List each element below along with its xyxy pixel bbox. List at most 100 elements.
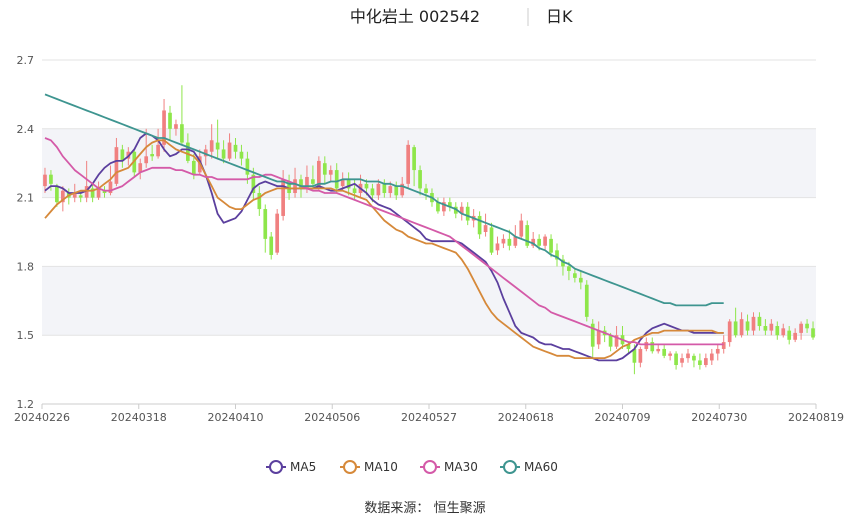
candle: [328, 165, 333, 182]
candle-body: [239, 151, 244, 159]
candle-body: [144, 156, 149, 164]
candle-body: [221, 149, 226, 159]
candle: [543, 234, 547, 251]
candle: [436, 197, 440, 214]
y-tick-label: 1.5: [17, 329, 35, 342]
y-tick-label: 1.2: [17, 398, 35, 411]
candle-body: [632, 348, 637, 363]
candle: [781, 323, 786, 338]
candle-body: [513, 236, 518, 246]
data-source-label: 数据来源：: [364, 501, 430, 516]
x-tick-label: 20240527: [401, 411, 457, 424]
candle: [239, 144, 244, 166]
candle-body: [680, 358, 684, 363]
candle-body: [269, 236, 274, 255]
candle-body: [727, 321, 732, 343]
legend-marker: [269, 460, 283, 474]
candle-body: [704, 358, 708, 366]
candle: [596, 321, 601, 349]
candle-body: [650, 342, 655, 352]
y-axis: 1.2 1.5 1.8 2.1 2.4 2.7: [17, 54, 35, 411]
candle: [501, 234, 506, 249]
candle-body: [156, 144, 160, 157]
legend-item-ma60: MA60: [500, 460, 558, 474]
candle-body: [162, 110, 166, 145]
candle: [519, 213, 524, 239]
candle-body: [793, 332, 798, 340]
candle-body: [787, 330, 792, 340]
candle: [84, 160, 89, 203]
candle: [477, 211, 482, 239]
candle-body: [686, 353, 690, 359]
candle-body: [84, 186, 89, 198]
candle: [483, 213, 488, 237]
x-axis: 20240226 20240318 20240410 20240506 20240527…: [14, 403, 844, 424]
candle: [406, 140, 411, 189]
candle-body: [757, 316, 762, 327]
candle-body: [543, 236, 547, 246]
data-source-value: 恒生聚源: [433, 501, 486, 516]
candle: [787, 326, 792, 345]
candle-body: [400, 183, 405, 196]
candle-body: [215, 142, 220, 150]
plot-band: [42, 266, 816, 336]
candle: [400, 176, 405, 198]
candle: [90, 183, 95, 203]
candle-body: [352, 188, 357, 194]
legend-label: MA60: [524, 460, 558, 474]
candle-body: [90, 188, 95, 198]
candle-body: [55, 186, 59, 203]
x-tick-label: 20240226: [14, 411, 70, 424]
candle-body: [507, 238, 512, 246]
candle-body: [483, 225, 488, 232]
candle-body: [567, 266, 571, 271]
candle-body: [811, 328, 815, 338]
candle: [793, 328, 798, 343]
candle: [203, 144, 208, 166]
candle-body: [96, 188, 101, 198]
candle: [49, 170, 53, 191]
candle-body: [459, 206, 464, 214]
candle: [459, 202, 464, 221]
candle: [317, 156, 321, 191]
candle-body: [501, 238, 506, 244]
legend-label: MA10: [364, 460, 398, 474]
candle: [584, 280, 589, 322]
candle-body: [275, 213, 280, 253]
candle-body: [745, 321, 750, 331]
candle-body: [406, 144, 411, 184]
y-tick-label: 1.8: [17, 260, 35, 273]
candle: [311, 165, 315, 189]
candle-body: [698, 360, 702, 366]
candle-body: [495, 243, 500, 251]
candle: [150, 144, 154, 161]
candle-body: [465, 206, 470, 221]
candle: [269, 232, 274, 260]
candle-body: [227, 142, 232, 159]
candle: [573, 268, 577, 283]
candle: [525, 220, 530, 249]
legend-item-ma30: MA30: [420, 460, 478, 474]
candle: [811, 321, 815, 340]
candle-body: [578, 277, 583, 283]
legend-marker: [503, 460, 517, 474]
candle-body: [138, 163, 143, 173]
candle-body: [322, 163, 327, 175]
chart-title-text: 中化岩土 002542: [350, 7, 480, 26]
candle: [168, 105, 172, 141]
candle-body: [233, 144, 238, 152]
candle-body: [102, 190, 107, 194]
candle-body: [287, 181, 291, 194]
candle: [555, 243, 559, 267]
candle: [394, 181, 399, 200]
candle-body: [751, 316, 756, 331]
candle: [668, 351, 672, 361]
candle: [763, 319, 768, 336]
candle: [102, 186, 107, 198]
legend-item-ma10: MA10: [340, 460, 398, 474]
candle: [352, 179, 357, 200]
candle-body: [668, 353, 672, 356]
candle: [233, 137, 238, 159]
candle-body: [328, 170, 333, 175]
